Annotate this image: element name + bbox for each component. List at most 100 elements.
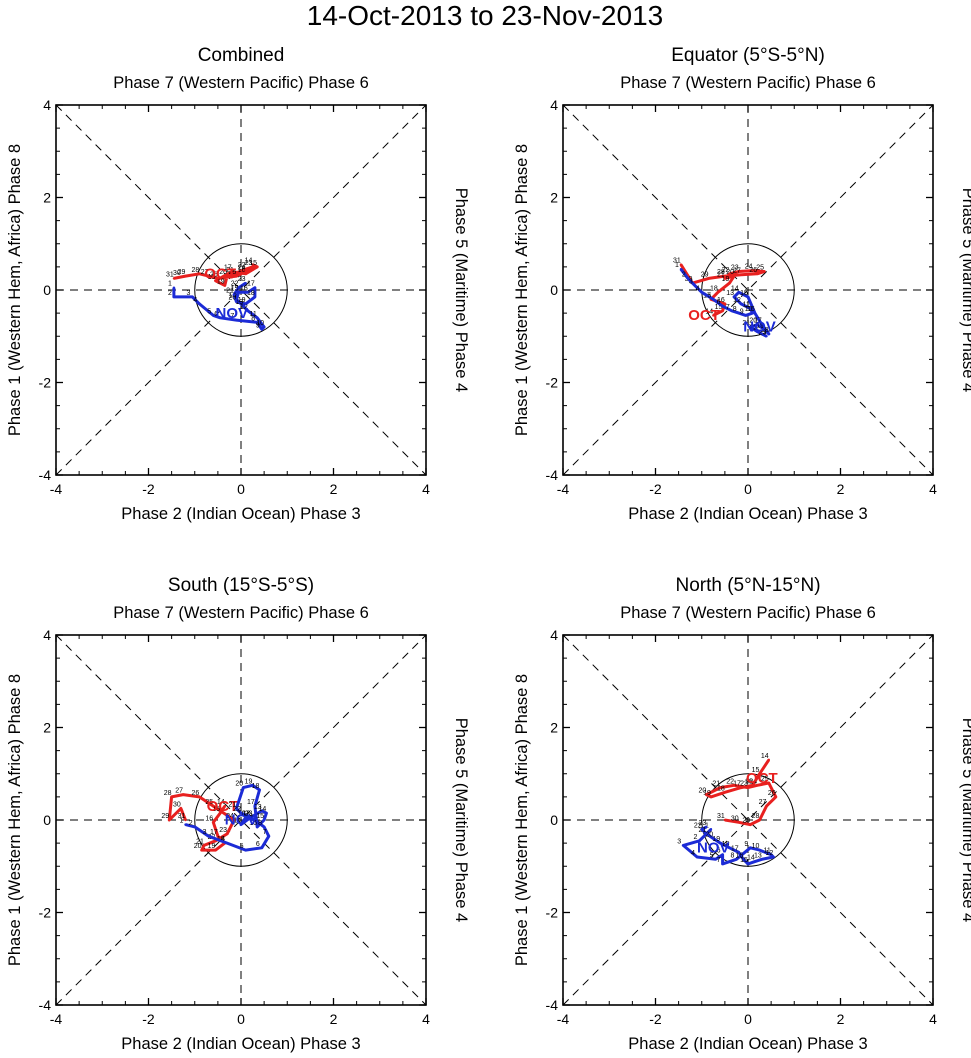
nov-day-label: 8 (258, 820, 262, 827)
nov-day-label: 15 (740, 290, 748, 297)
nov-day-point (712, 298, 715, 301)
nov-day-point (237, 286, 240, 289)
nov-day-label: 11 (233, 818, 240, 825)
nov-day-label: 22 (233, 806, 241, 813)
nov-day-label: 21 (226, 288, 234, 295)
nov-day-label: 13 (754, 852, 762, 859)
oct-day-label: 24 (238, 265, 246, 272)
nov-day-point (756, 323, 759, 326)
nov-day-point (242, 786, 245, 789)
nov-day-point (255, 316, 259, 319)
nov-day-point (193, 825, 196, 829)
nov-day-label: 9 (256, 322, 260, 329)
nov-day-point (244, 848, 247, 852)
oct-day-label: 29 (742, 818, 750, 825)
oct-day-label: 26 (210, 271, 218, 278)
oct-day-point (737, 821, 740, 824)
oct-day-label: 19 (722, 276, 730, 283)
y-tick-label: 4 (43, 627, 51, 643)
oct-day-point (235, 274, 238, 278)
dashed-diagonal-ascending (562, 634, 934, 1006)
nov-day-point (700, 828, 703, 831)
nov-day-label: 11 (743, 302, 750, 309)
oct-day-point (723, 302, 727, 306)
nov-day-label: 7 (717, 857, 721, 864)
oct-day-label: 19 (217, 278, 225, 285)
nov-day-label: 8 (251, 315, 255, 322)
nov-day-point (253, 818, 257, 822)
oct-day-point (216, 277, 220, 280)
nov-day-point (235, 807, 238, 810)
nov-day-label: 5 (710, 852, 714, 859)
x-tick-label: 0 (744, 481, 752, 497)
nov-day-label: 14 (259, 806, 267, 813)
nov-day-point (244, 281, 247, 285)
oct-day-point (214, 848, 217, 852)
nov-day-point (198, 302, 201, 306)
nov-day-label: 23 (238, 276, 246, 283)
oct-day-label: 15 (752, 767, 760, 774)
y-tick-label: 0 (550, 812, 558, 828)
nov-day-label: 6 (256, 841, 260, 848)
oct-day-label: 30 (731, 815, 739, 822)
nov-day-point (695, 855, 699, 859)
oct-day-label: 24 (745, 264, 753, 271)
oct-day-label: 21 (226, 267, 234, 274)
oct-day-label: 25 (761, 776, 769, 783)
nov-day-point (714, 858, 717, 861)
oct-day-point (721, 309, 724, 313)
oct-day-label: 16 (205, 815, 213, 822)
nov-day-point (242, 304, 245, 308)
nov-day-label: 16 (735, 852, 743, 859)
oct-day-label: 27 (759, 799, 767, 806)
oct-day-label: 18 (208, 274, 216, 281)
nov-day-point (244, 302, 247, 306)
dashed-diagonal-ascending (55, 104, 427, 476)
oct-day-label: 17 (224, 265, 232, 272)
nov-day-point (218, 316, 222, 319)
dashed-diagonal-descending (55, 104, 427, 476)
nov-day-point (756, 330, 759, 333)
unit-circle (194, 243, 288, 337)
nov-day-label: 2 (189, 820, 193, 827)
top-phase-label: Phase 7 (Western Pacific) Phase 6 (620, 74, 876, 92)
oct-day-point (202, 844, 206, 847)
y-tick-label: 4 (43, 97, 51, 113)
nov-day-point (246, 309, 250, 313)
x-tick-label: -2 (142, 1011, 155, 1027)
nov-day-label: 11 (250, 311, 257, 318)
oct-day-point (251, 263, 254, 266)
left-phase-label: Phase 1 (Western Hem, Africa) Phase 8 (513, 144, 531, 436)
oct-month-label: OCT (688, 307, 720, 324)
oct-day-point (200, 848, 203, 852)
x-tick-label: 4 (929, 1011, 937, 1027)
dashed-diagonal-descending (562, 634, 934, 1006)
oct-day-label: 25 (228, 269, 236, 276)
nov-day-point (732, 295, 736, 299)
oct-day-point (739, 273, 743, 276)
oct-trajectory-line (173, 263, 259, 287)
oct-day-point (723, 277, 727, 280)
oct-day-point (749, 823, 752, 826)
oct-day-label: 18 (717, 785, 725, 792)
oct-day-point (728, 281, 731, 285)
left-phase-label: Phase 1 (Western Hem, Africa) Phase 8 (6, 144, 24, 436)
nov-day-label: 19 (245, 778, 253, 785)
panel-title: Combined (198, 45, 285, 66)
nov-day-point (746, 295, 750, 299)
right-phase-label: Phase 5 (Maritime) Phase 4 (452, 718, 470, 923)
oct-day-label: 31 (178, 813, 186, 820)
oct-day-label: 16 (745, 778, 753, 785)
x-tick-label: 2 (330, 481, 338, 497)
nov-day-point (744, 314, 747, 317)
x-tick-label: -4 (557, 1011, 570, 1027)
nov-day-point (753, 311, 757, 315)
oct-day-point (198, 272, 201, 276)
nov-day-point (705, 825, 708, 829)
oct-day-point (767, 758, 771, 762)
nov-day-point (769, 853, 773, 856)
oct-day-point (732, 274, 736, 278)
